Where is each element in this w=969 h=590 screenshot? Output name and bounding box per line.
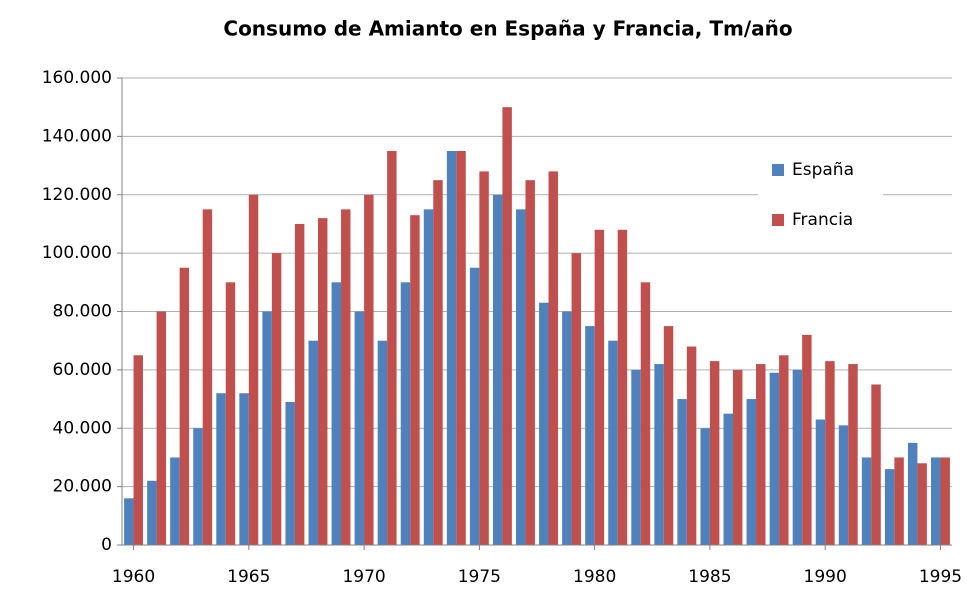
- bar: [179, 267, 190, 545]
- y-tick-label: 160.000: [42, 68, 112, 88]
- bar: [133, 355, 143, 545]
- bar: [193, 428, 203, 545]
- y-tick-label: 60.000: [53, 360, 112, 380]
- y-tick-label: 100.000: [42, 243, 112, 263]
- bar: [562, 311, 572, 545]
- bar: [456, 150, 466, 545]
- bar: [548, 171, 558, 545]
- bar: [723, 413, 733, 545]
- bar: [294, 223, 305, 545]
- bar: [225, 282, 236, 545]
- bar: [525, 180, 535, 545]
- bar: [285, 401, 295, 545]
- bar: [709, 361, 720, 545]
- x-tick-label: 1960: [112, 567, 155, 587]
- bar: [124, 498, 134, 545]
- bar: [654, 364, 664, 545]
- bar: [516, 209, 526, 545]
- x-tick-label: 1980: [573, 567, 616, 587]
- bar: [640, 282, 651, 545]
- y-tick-label: 20.000: [53, 477, 112, 497]
- bar: [779, 355, 789, 545]
- x-tick-label: 1970: [342, 567, 385, 587]
- bar: [170, 457, 180, 545]
- bar: [663, 326, 674, 545]
- y-tick-label: 40.000: [53, 418, 112, 438]
- y-tick-label: 140.000: [42, 126, 112, 146]
- bar: [262, 311, 272, 545]
- bar: [410, 215, 420, 545]
- legend-swatch: [772, 164, 784, 176]
- bar: [539, 302, 549, 545]
- bar: [884, 469, 895, 545]
- x-tick-label: 1995: [919, 567, 962, 587]
- bar: [746, 399, 757, 545]
- bar: [631, 369, 641, 545]
- bar: [677, 399, 687, 545]
- bar: [271, 253, 282, 545]
- bar: [364, 194, 374, 545]
- bar: [354, 311, 365, 545]
- chart-title: Consumo de Amianto en España y Francia, …: [223, 17, 792, 41]
- x-tick-label: 1990: [804, 567, 847, 587]
- bar: [756, 364, 766, 545]
- legend-label: España: [792, 160, 854, 180]
- bar: [216, 393, 226, 545]
- bar: [331, 282, 342, 545]
- bar: [156, 311, 167, 545]
- bar: [248, 194, 259, 545]
- bar: [446, 150, 457, 545]
- x-tick-label: 1985: [688, 567, 731, 587]
- bar: [387, 150, 397, 545]
- bar: [871, 384, 881, 545]
- x-tick-label: 1975: [458, 567, 501, 587]
- y-tick-label: 120.000: [42, 185, 112, 205]
- bar: [594, 229, 605, 545]
- x-tick-label: 1965: [227, 567, 270, 587]
- bar: [239, 393, 249, 545]
- bar: [838, 425, 849, 545]
- bar: [861, 457, 872, 545]
- bar: [686, 346, 697, 545]
- legend-label: Francia: [792, 210, 853, 230]
- bar: [492, 194, 503, 545]
- bar: [341, 209, 351, 545]
- legend-swatch: [772, 214, 784, 226]
- bar: [400, 282, 411, 545]
- bar: [894, 457, 904, 545]
- bar: [433, 180, 443, 545]
- bar: [377, 340, 388, 545]
- bar: [802, 334, 812, 545]
- bar: [792, 369, 803, 545]
- bar: [617, 229, 628, 545]
- bar: [147, 480, 157, 545]
- bar: [917, 463, 927, 545]
- bar: [571, 253, 582, 545]
- bar: [700, 428, 710, 545]
- bar: [825, 361, 835, 545]
- bar: [502, 107, 512, 545]
- bar: [308, 340, 318, 545]
- bar: [815, 419, 826, 545]
- bar: [848, 364, 858, 545]
- bar: [608, 340, 618, 545]
- bar: [931, 457, 941, 545]
- bar: [585, 326, 595, 545]
- bar: [423, 209, 434, 545]
- bar: [769, 372, 780, 545]
- bar: [479, 171, 489, 545]
- y-tick-label: 0: [101, 535, 112, 555]
- bar: [940, 457, 950, 545]
- bar: [202, 209, 213, 545]
- bar: [317, 218, 328, 545]
- bar: [907, 442, 918, 545]
- bar: [469, 267, 480, 545]
- y-tick-label: 80.000: [53, 302, 112, 322]
- bar: [732, 369, 743, 545]
